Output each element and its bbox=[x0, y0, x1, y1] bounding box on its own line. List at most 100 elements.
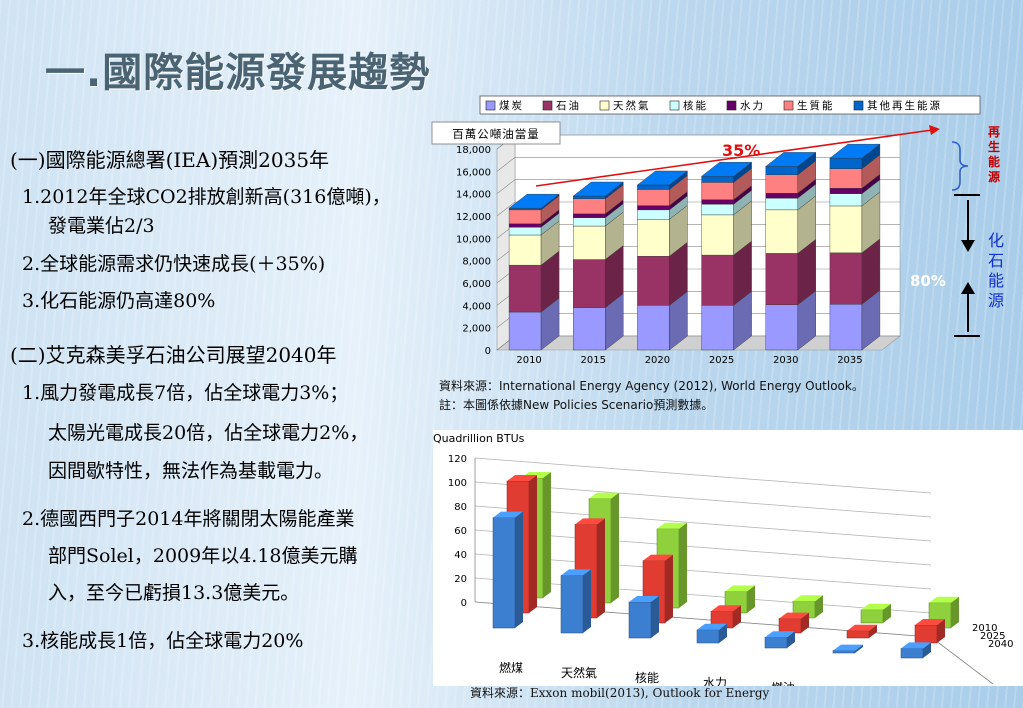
chart1-legend-label: 石油 bbox=[556, 99, 581, 112]
chart2-bar-side bbox=[937, 619, 945, 643]
chart2-bar-2025-其他RES bbox=[914, 624, 938, 644]
chart1-legend-swatch bbox=[726, 100, 737, 111]
chart2-bar-top bbox=[833, 644, 863, 651]
chart1-ytick-label: 18,000 bbox=[456, 145, 491, 156]
chart2-bar-side bbox=[923, 642, 931, 658]
chart1-renewable-brace bbox=[951, 141, 969, 191]
chart2-bar-side bbox=[611, 492, 619, 603]
chart2-bar-2010-燃煤 bbox=[492, 517, 516, 629]
chart1-bar-生質能-2010 bbox=[508, 209, 542, 225]
chart2-bar-2010-天然氣 bbox=[560, 575, 584, 634]
chart1-legend-swatch bbox=[853, 100, 864, 111]
chart1-bar-煤炭-2030 bbox=[765, 304, 798, 351]
chart2-bar-top bbox=[561, 569, 591, 576]
chart2-ytick-label: 0 bbox=[461, 598, 467, 609]
section1-item1-line2: 發電業佔2/3 bbox=[48, 215, 155, 237]
chart2-category-label: 天然氣 bbox=[561, 665, 597, 680]
chart2-ytick-label: 60 bbox=[454, 526, 467, 537]
chart2-ytick-label: 120 bbox=[448, 454, 467, 465]
section2-item1-line3: 因間歇特性，無法作為基載電力。 bbox=[48, 460, 334, 482]
chart1-bar-其他再生能源-2025 bbox=[701, 176, 734, 183]
chart1-fossil-label-char: 化 bbox=[988, 231, 1004, 250]
iea-energy-chart: 0 2,000 4,000 6,000 8,000 10,000 12,000 14,000 1… bbox=[431, 95, 1004, 366]
chart2-series-label: 2010 bbox=[972, 623, 997, 634]
chart1-legend-label: 水力 bbox=[740, 99, 765, 112]
section2-item2-line1: 2.德國西門子2014年將關閉太陽能產業 bbox=[22, 508, 355, 530]
section2-item1-line1: 1.風力發電成長7倍，佔全球電力3%； bbox=[22, 382, 349, 404]
chart1-bar-top bbox=[572, 181, 624, 197]
chart1-fossil-label-char: 石 bbox=[988, 251, 1004, 270]
chart2-bar-side bbox=[855, 644, 863, 653]
chart1-xtick-label: 2030 bbox=[773, 355, 798, 366]
chart1-bar-天然氣-2020 bbox=[637, 219, 670, 257]
chart2-gridline bbox=[474, 457, 932, 494]
chart1-bar-水力-2020 bbox=[637, 205, 670, 211]
chart1-bar-top bbox=[701, 162, 753, 177]
section2-item1-line2: 太陽光電成長20倍，佔全球電力2%， bbox=[48, 422, 369, 444]
chart1-fossil-arrowhead-up bbox=[961, 282, 975, 294]
chart2-bar-top bbox=[779, 612, 809, 619]
chart2-bar-side bbox=[529, 475, 537, 613]
chart1-bar-天然氣-2035 bbox=[829, 205, 863, 254]
chart2-ytick-label: 40 bbox=[454, 550, 467, 561]
chart1-legend-swatch bbox=[485, 100, 496, 111]
chart1-ylabel-box bbox=[431, 121, 561, 145]
chart1-ytick-label: 16,000 bbox=[456, 167, 491, 178]
chart1-bar-生質能-2015 bbox=[573, 198, 606, 215]
chart2-bar-2010-風力 bbox=[832, 650, 856, 654]
chart2-bar-top bbox=[793, 595, 823, 602]
chart2-bar-2010-其他RES bbox=[900, 648, 924, 659]
chart1-bar-石油-2030 bbox=[765, 253, 798, 305]
chart1-fossil-label-char: 能 bbox=[988, 271, 1004, 290]
chart2-bar-top bbox=[861, 603, 891, 610]
section2-item2-line2: 部門Solel，2009年以4.18億美元購 bbox=[48, 545, 358, 567]
chart1-bar-核能-2020 bbox=[637, 209, 670, 220]
chart2-floor-right-edge bbox=[930, 636, 994, 685]
chart1-bar-天然氣-2010 bbox=[508, 234, 542, 266]
chart1-ytick-label: 14,000 bbox=[456, 190, 491, 201]
chart1-growth-label: 35% bbox=[722, 141, 760, 160]
chart2-bar-side bbox=[597, 518, 605, 618]
section1-item3: 3.化石能源仍高達80% bbox=[22, 290, 216, 312]
chart2-bar-top bbox=[847, 624, 877, 631]
chart2-bar-side bbox=[815, 595, 823, 618]
chart2-bar-top bbox=[643, 554, 673, 561]
chart2-ytick-label: 80 bbox=[454, 502, 467, 513]
chart1-bar-煤炭-2015 bbox=[573, 307, 606, 351]
chart1-bar-石油-2035 bbox=[829, 252, 863, 305]
chart1-xtick-label: 2015 bbox=[581, 355, 606, 366]
chart1-ytick-label: 8,000 bbox=[462, 257, 491, 268]
chart1-bar-水力-2010 bbox=[508, 223, 542, 228]
chart1-bar-石油-2020 bbox=[637, 255, 670, 306]
chart1-renewable-label-char: 生 bbox=[988, 139, 1000, 154]
chart1-legend: 煤炭 石油 天然氣 核能 水力 生質能 其他再生能源 bbox=[479, 95, 981, 115]
chart2-bar-top bbox=[697, 623, 727, 630]
chart1-legend-label: 核能 bbox=[683, 99, 708, 112]
chart1-ytick-label: 10,000 bbox=[456, 234, 491, 245]
chart1-bar-煤炭-2010 bbox=[508, 311, 542, 351]
chart1-fossil-arrowhead-down bbox=[961, 240, 975, 252]
chart1-legend-swatch bbox=[669, 100, 680, 111]
chart1-gridline bbox=[496, 157, 900, 172]
chart1-xtick-label: 2035 bbox=[837, 355, 862, 366]
chart1-ytick-label: 6,000 bbox=[462, 279, 491, 290]
chart1-bar-核能-2015 bbox=[573, 217, 606, 227]
chart2-category-label: 核能 bbox=[635, 671, 659, 685]
chart2-bar-top bbox=[575, 518, 605, 525]
chart1-legend-label: 生質能 bbox=[797, 99, 835, 112]
chart1-bar-水力-2025 bbox=[701, 199, 734, 205]
chart1-bar-煤炭-2025 bbox=[701, 305, 734, 351]
chart1-renewable-label-char: 能 bbox=[988, 154, 1000, 169]
chart1-ytick-label: 12,000 bbox=[456, 212, 491, 223]
chart1-bar-其他再生能源-2020 bbox=[637, 184, 670, 190]
chart1-bar-石油-2015 bbox=[573, 259, 606, 308]
chart1-bar-核能-2035 bbox=[829, 193, 863, 207]
chart1-bar-石油-2025 bbox=[701, 254, 734, 306]
chart2-ylabel: Quadrillion BTUs bbox=[433, 432, 525, 445]
chart1-xtick-label: 2010 bbox=[516, 355, 541, 366]
chart2-bar-top bbox=[711, 605, 741, 612]
chart1-ylabel: 百萬公噸油當量 bbox=[452, 127, 540, 141]
chart1-bar-煤炭-2035 bbox=[829, 304, 863, 351]
